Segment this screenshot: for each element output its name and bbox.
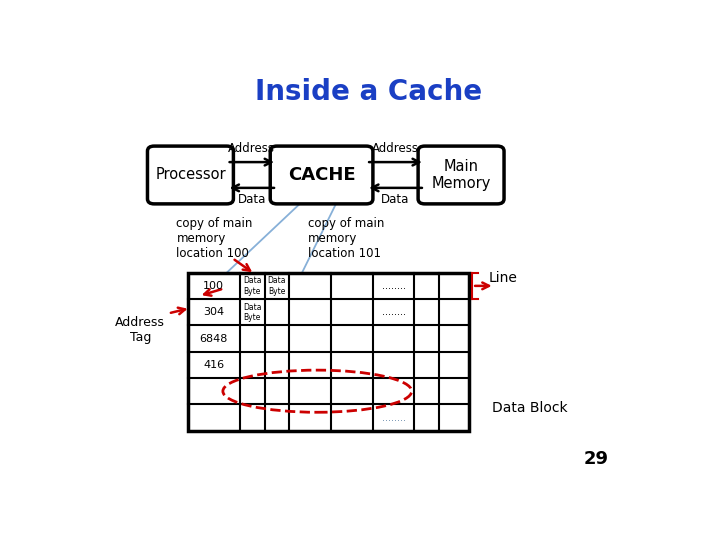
- Text: 304: 304: [203, 307, 224, 317]
- Text: ........: ........: [382, 281, 405, 291]
- FancyBboxPatch shape: [148, 146, 233, 204]
- Text: Address: Address: [372, 143, 419, 156]
- Text: Data
Byte: Data Byte: [243, 276, 261, 295]
- Text: Address: Address: [228, 143, 275, 156]
- Text: 29: 29: [584, 450, 609, 468]
- Text: 6848: 6848: [199, 334, 228, 343]
- Text: Data
Byte: Data Byte: [268, 276, 287, 295]
- Text: ........: ........: [382, 307, 405, 317]
- Text: Processor: Processor: [155, 167, 226, 183]
- Text: Address
Tag: Address Tag: [115, 316, 165, 345]
- FancyBboxPatch shape: [418, 146, 504, 204]
- Text: 100: 100: [203, 281, 224, 291]
- Text: copy of main
memory
location 100: copy of main memory location 100: [176, 217, 253, 260]
- Text: Main
Memory: Main Memory: [431, 159, 491, 191]
- Text: Data Block: Data Block: [492, 401, 567, 415]
- Text: Data
Byte: Data Byte: [243, 302, 261, 322]
- Text: ........: ........: [382, 413, 405, 422]
- Bar: [188, 273, 469, 431]
- Text: copy of main
memory
location 101: copy of main memory location 101: [307, 217, 384, 260]
- Text: Line: Line: [489, 271, 518, 285]
- Text: Data: Data: [238, 193, 266, 206]
- FancyBboxPatch shape: [270, 146, 373, 204]
- Text: Inside a Cache: Inside a Cache: [256, 78, 482, 106]
- Text: Data: Data: [381, 193, 410, 206]
- Text: CACHE: CACHE: [288, 166, 356, 184]
- Text: 416: 416: [203, 360, 224, 370]
